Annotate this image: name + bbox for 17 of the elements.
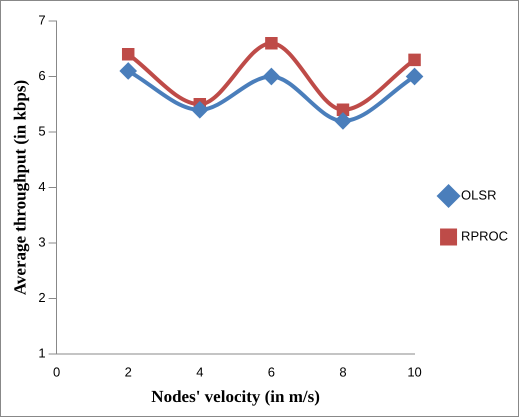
y-tick-label: 3	[38, 234, 46, 250]
x-tick-label: 8	[339, 364, 347, 380]
y-tick-label: 6	[38, 68, 46, 84]
legend-label: OLSR	[461, 188, 496, 203]
x-tick-label: 4	[196, 364, 204, 380]
y-tick-label: 2	[38, 290, 46, 306]
legend-label: RPROC	[461, 228, 508, 244]
x-axis-title: Nodes' velocity (in m/s)	[151, 387, 320, 406]
x-tick-label: 10	[407, 364, 422, 380]
y-tick-label: 1	[38, 346, 46, 361]
y-tick-label: 5	[38, 124, 46, 139]
x-tick-label: 0	[53, 364, 60, 380]
x-tick-label: 2	[124, 364, 132, 380]
x-tick-label: 6	[268, 364, 275, 380]
y-axis-title: Average throughput (in kbps)	[10, 80, 30, 296]
y-tick-label: 7	[38, 12, 46, 28]
y-tick-label: 4	[38, 179, 46, 194]
